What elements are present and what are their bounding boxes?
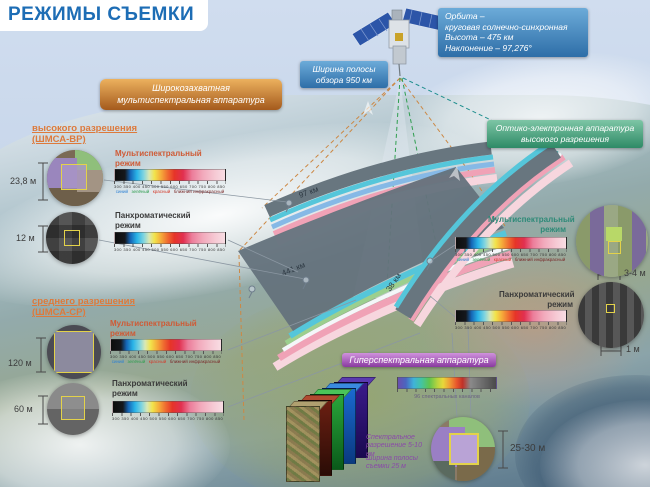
resolution-label: 12 м — [16, 233, 35, 243]
spectral-bar-sr-multi: 300 350 400 450 500 550 600 650 700 750 … — [110, 339, 222, 364]
hyper-note-swath: Ширина полосы съемки 25 м — [366, 455, 418, 471]
bar-tick-labels: 300 350 400 450 500 550 600 650 700 750 … — [112, 416, 224, 421]
zoom-circle-120m — [47, 325, 101, 379]
hyperspectral-cube — [286, 376, 378, 482]
spectral-bar-vr-pan: 300 350 400 450 500 550 600 650 700 750 … — [114, 232, 226, 252]
swath-band-441km — [238, 167, 515, 371]
orbit-line: Высота – 475 км — [445, 32, 514, 43]
zoom-circle-3-4m — [576, 205, 648, 277]
zoom-circle-23m — [47, 150, 103, 206]
resolution-label: 25-30 м — [510, 443, 546, 454]
mode-label-multispectral: Мультиспектральный режим — [115, 149, 202, 168]
zoom-circle-60m — [47, 383, 99, 435]
mode-label-multispectral: Мультиспектральный режим — [488, 215, 575, 234]
hyper-bar-caption: 96 спектральных каналов — [414, 394, 480, 400]
orbit-info-box: Орбита – круговая солнечно-синхронная Вы… — [438, 8, 588, 57]
bar-tick-labels: 300 350 400 450 500 550 600 650 700 750 … — [455, 325, 567, 330]
zoom-circle-1m — [578, 282, 644, 348]
swath-width-box: Ширина полосы обзора 950 км — [300, 61, 388, 89]
orbit-line: Орбита – — [445, 11, 485, 21]
resolution-label: 1 м — [626, 344, 640, 354]
resolution-label: 60 м — [14, 404, 33, 414]
section-vr-title: высокого разрешения (ШМСА-ВР) — [32, 123, 138, 146]
spectral-bar-hyper: 96 спектральных каналов — [397, 377, 497, 400]
zoom-circle-12m — [46, 212, 98, 264]
mode-label-panchromatic: Панхроматический режим — [499, 290, 575, 309]
spectral-bar-sr-pan: 300 350 400 450 500 550 600 650 700 750 … — [112, 401, 224, 421]
zoom-circle-25-30m — [431, 417, 495, 481]
bar-band-labels: синий зелёный красный ближний инфракрасн… — [456, 257, 566, 262]
orbit-line: круговая солнечно-синхронная — [445, 21, 568, 32]
direction-arrow — [363, 101, 373, 115]
resolution-label: 3-4 м — [624, 268, 646, 278]
spectral-bar-oea-multi: 300 350 400 450 500 550 600 650 700 750 … — [455, 237, 567, 262]
swath-note-line: обзора 950 км — [315, 74, 373, 85]
bar-band-labels: синий зелёный красный ближний инфракрасн… — [115, 189, 225, 194]
bar-band-labels: синий зелёный красный ближний инфракрасн… — [111, 359, 221, 364]
resolution-label: 120 м — [8, 358, 32, 368]
resolution-label: 23,8 м — [10, 176, 37, 186]
page-title: РЕЖИМЫ СЪЕМКИ — [0, 0, 209, 31]
spectral-bar-oea-pan: 300 350 400 450 500 550 600 650 700 750 … — [455, 310, 567, 330]
shmsa-title-box: Широкозахватная мультиспектральная аппар… — [100, 79, 282, 111]
hyper-title-box: Гиперспектральная аппаратура — [342, 353, 496, 367]
mode-label-multispectral: Мультиспектральный режим — [110, 319, 197, 338]
oea-title-line: Оптико-электронная аппаратура — [495, 123, 635, 133]
spectral-bar-vr-multi: 300 350 400 450 500 550 600 650 700 750 … — [114, 169, 226, 194]
section-sr-title: среднего разрешения (ШМСА-СР) — [32, 296, 136, 319]
bar-tick-labels: 300 350 400 450 500 550 600 650 700 750 … — [114, 247, 226, 252]
oea-title-box: Оптико-электронная аппаратура высокого р… — [487, 120, 643, 149]
mode-label-panchromatic: Панхроматический режим — [115, 211, 191, 230]
mode-label-panchromatic: Панхроматический режим — [112, 379, 188, 398]
orbit-line: Наклонение – 97,276° — [445, 42, 532, 53]
oea-title-line: высокого разрешения — [521, 134, 609, 145]
swath-note-line: Ширина полосы — [312, 64, 376, 74]
